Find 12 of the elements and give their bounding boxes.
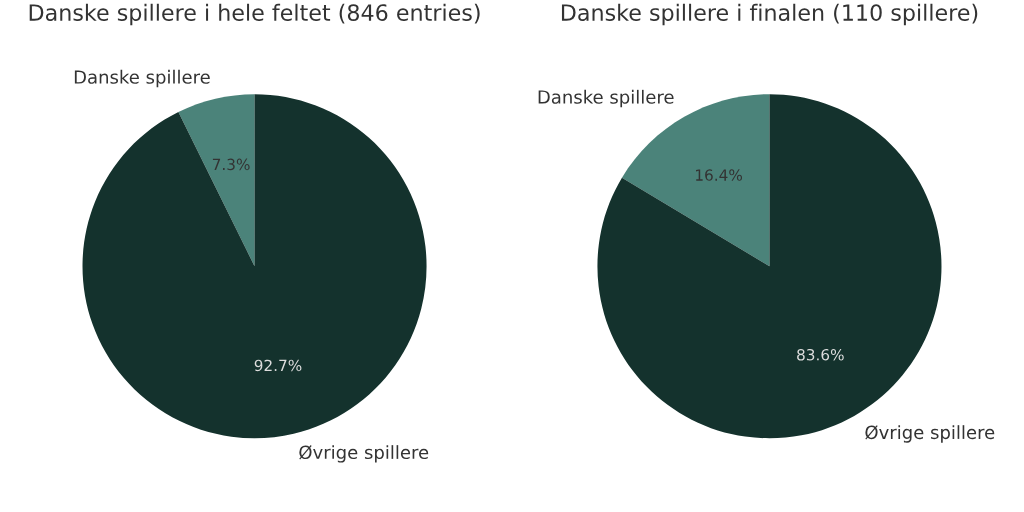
data-label: 7.3%: [212, 158, 250, 171]
slice-label: Øvrige spillere: [865, 425, 995, 443]
slice-label: Danske spillere: [74, 69, 210, 88]
chart-title: Danske spillere i hele feltet (846 entries): [29, 3, 480, 26]
chart-title: Danske spillere i finalen (110 spillere): [561, 3, 978, 26]
pie-slice: [178, 94, 255, 267]
slice-label: Øvrige spillere: [299, 445, 429, 463]
data-label: 16.4%: [696, 169, 743, 181]
data-label: 92.7%: [254, 359, 302, 372]
pie-slice: [82, 94, 427, 439]
slice-label: Danske spillere: [538, 89, 674, 108]
data-label: 83.6%: [797, 348, 844, 361]
